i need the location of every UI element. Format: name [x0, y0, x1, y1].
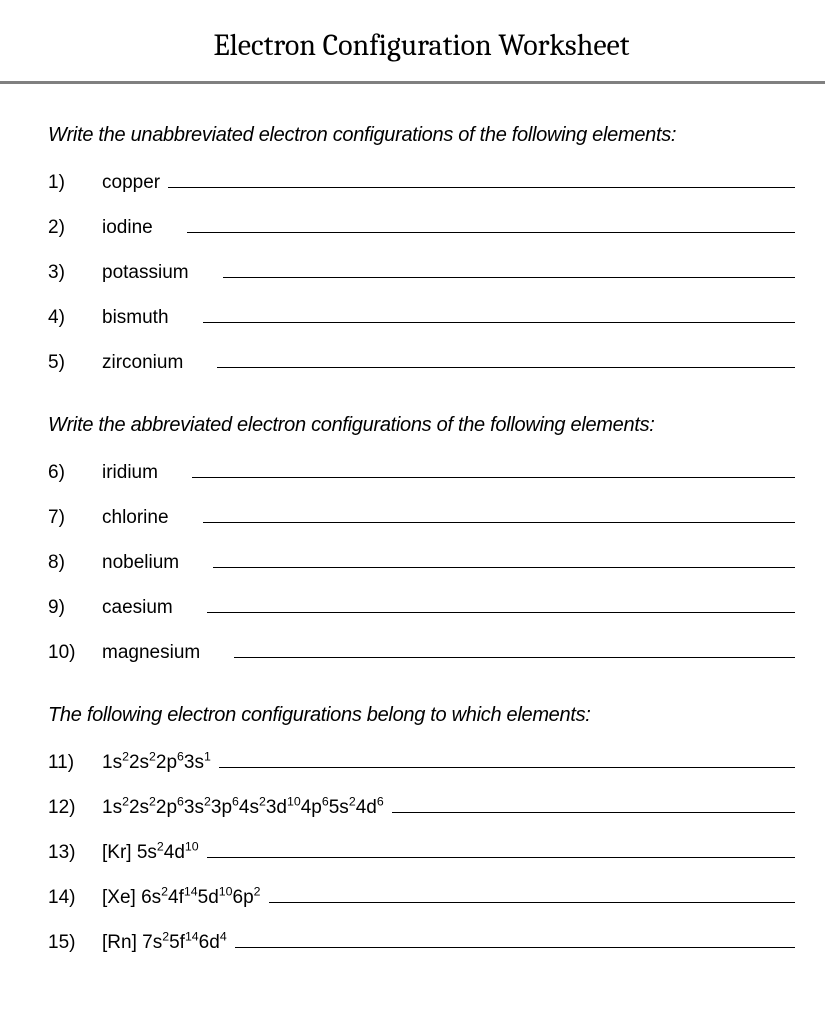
worksheet-item: 14)[Xe] 6s24f145d106p2 — [48, 884, 795, 909]
worksheet-item: 10)magnesium — [48, 639, 795, 664]
item-label: chlorine — [102, 507, 175, 529]
answer-blank[interactable] — [192, 459, 795, 478]
worksheet-item: 9)caesium — [48, 594, 795, 619]
item-number: 5) — [48, 352, 102, 374]
answer-blank[interactable] — [234, 639, 795, 658]
worksheet-item: 1)copper — [48, 169, 795, 194]
answer-blank[interactable] — [168, 169, 795, 188]
item-label: iridium — [102, 462, 164, 484]
item-label: copper — [102, 172, 166, 194]
item-label: zirconium — [102, 352, 189, 374]
item-number: 7) — [48, 507, 102, 529]
section-prompt: Write the unabbreviated electron configu… — [48, 124, 795, 147]
section-1: Write the abbreviated electron configura… — [48, 414, 795, 664]
item-number: 1) — [48, 172, 102, 194]
item-number: 6) — [48, 462, 102, 484]
answer-blank[interactable] — [223, 259, 795, 278]
item-label: magnesium — [102, 642, 206, 664]
item-label: caesium — [102, 597, 179, 619]
item-config: [Xe] 6s24f145d106p2 — [102, 887, 267, 909]
answer-blank[interactable] — [269, 884, 795, 903]
worksheet-item: 6)iridium — [48, 459, 795, 484]
item-config: [Rn] 7s25f146d4 — [102, 932, 233, 954]
answer-blank[interactable] — [207, 839, 795, 858]
item-number: 13) — [48, 842, 102, 864]
answer-blank[interactable] — [207, 594, 795, 613]
answer-blank[interactable] — [203, 304, 795, 323]
worksheet-item: 7)chlorine — [48, 504, 795, 529]
worksheet-item: 8)nobelium — [48, 549, 795, 574]
item-label: potassium — [102, 262, 195, 284]
item-label: nobelium — [102, 552, 185, 574]
title-divider — [0, 81, 825, 84]
worksheet-item: 4)bismuth — [48, 304, 795, 329]
section-2: The following electron configurations be… — [48, 704, 795, 954]
item-number: 10) — [48, 642, 102, 664]
item-number: 11) — [48, 752, 102, 774]
title-container: Electron Configuration Worksheet — [48, 20, 795, 73]
answer-blank[interactable] — [213, 549, 795, 568]
worksheet-item: 2)iodine — [48, 214, 795, 239]
item-config: 1s22s22p63s23p64s23d104p65s24d6 — [102, 797, 390, 819]
item-number: 2) — [48, 217, 102, 239]
item-number: 12) — [48, 797, 102, 819]
answer-blank[interactable] — [235, 929, 795, 948]
section-prompt: The following electron configurations be… — [48, 704, 795, 727]
item-label: bismuth — [102, 307, 175, 329]
section-0: Write the unabbreviated electron configu… — [48, 124, 795, 374]
item-number: 3) — [48, 262, 102, 284]
worksheet-item: 13)[Kr] 5s24d10 — [48, 839, 795, 864]
worksheet-item: 11)1s22s22p63s1 — [48, 749, 795, 774]
item-config: [Kr] 5s24d10 — [102, 842, 205, 864]
item-number: 14) — [48, 887, 102, 909]
item-label: iodine — [102, 217, 159, 239]
answer-blank[interactable] — [219, 749, 795, 768]
item-config: 1s22s22p63s1 — [102, 752, 217, 774]
section-prompt: Write the abbreviated electron configura… — [48, 414, 795, 437]
page-title: Electron Configuration Worksheet — [48, 20, 795, 73]
item-number: 4) — [48, 307, 102, 329]
worksheet-item: 3)potassium — [48, 259, 795, 284]
answer-blank[interactable] — [203, 504, 795, 523]
worksheet-item: 12)1s22s22p63s23p64s23d104p65s24d6 — [48, 794, 795, 819]
worksheet-item: 15)[Rn] 7s25f146d4 — [48, 929, 795, 954]
answer-blank[interactable] — [392, 794, 795, 813]
item-number: 9) — [48, 597, 102, 619]
item-number: 15) — [48, 932, 102, 954]
item-number: 8) — [48, 552, 102, 574]
worksheet-item: 5)zirconium — [48, 349, 795, 374]
answer-blank[interactable] — [217, 349, 795, 368]
answer-blank[interactable] — [187, 214, 795, 233]
